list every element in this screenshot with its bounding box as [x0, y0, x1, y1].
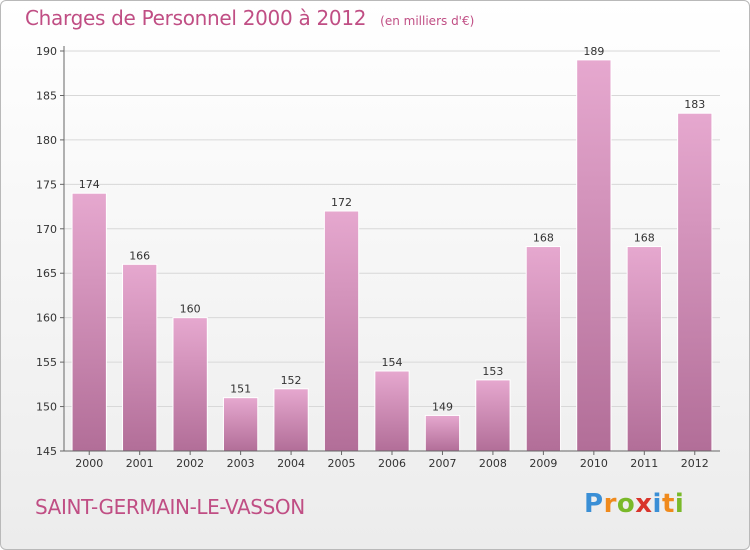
- value-label-2002: 160: [180, 303, 201, 316]
- logo-letter: x: [635, 489, 653, 519]
- value-label-2005: 172: [331, 196, 352, 209]
- value-label-2011: 168: [634, 232, 655, 245]
- title-row: Charges de Personnel 2000 à 2012 (en mill…: [25, 6, 474, 30]
- x-tick-label-2008: 2008: [479, 457, 507, 470]
- x-tick-label-2009: 2009: [529, 457, 557, 470]
- bar-2001: [122, 263, 158, 452]
- value-label-2006: 154: [382, 356, 403, 369]
- logo-letter: i: [652, 489, 662, 519]
- bar-2012: [677, 112, 713, 452]
- x-tick-label-2003: 2003: [227, 457, 255, 470]
- y-tick-label: 170: [36, 223, 57, 236]
- value-label-2003: 151: [230, 383, 251, 396]
- y-tick-label: 150: [36, 401, 57, 414]
- value-label-2007: 149: [432, 400, 453, 413]
- y-tick-label: 155: [36, 356, 57, 369]
- bar-2008: [475, 379, 511, 452]
- y-tick-label: 145: [36, 445, 57, 458]
- y-tick-label: 185: [36, 89, 57, 102]
- x-tick-label-2002: 2002: [176, 457, 204, 470]
- bar-2002: [172, 317, 208, 452]
- value-label-2008: 153: [482, 365, 503, 378]
- bar-2009: [525, 246, 562, 452]
- x-tick-label-2005: 2005: [328, 457, 356, 470]
- bar-2005: [323, 210, 360, 452]
- bars: [71, 59, 713, 452]
- bar-2006: [374, 370, 410, 452]
- logo-letter: i: [674, 489, 685, 519]
- x-tick-label-2000: 2000: [75, 457, 103, 470]
- x-tick-label-2007: 2007: [428, 457, 456, 470]
- chart-title: Charges de Personnel 2000 à 2012: [25, 6, 367, 30]
- bar-2011: [626, 246, 662, 452]
- value-label-2001: 166: [129, 249, 150, 262]
- town-name: SAINT-GERMAIN-LE-VASSON: [35, 495, 305, 519]
- value-label-2010: 189: [583, 45, 604, 58]
- chart-subtitle: (en milliers d'€): [380, 14, 475, 28]
- y-tick-label: 190: [36, 45, 57, 58]
- bar-2003: [222, 397, 259, 452]
- labels: 145 150 155 160 165 170 175 180 185 190 174 2000 166…: [36, 45, 709, 470]
- bar-2000: [71, 192, 107, 452]
- logo-letter: o: [616, 489, 636, 519]
- value-label-2000: 174: [79, 178, 100, 191]
- value-label-2009: 168: [533, 232, 554, 245]
- logo-letter: r: [603, 489, 617, 519]
- y-tick-label: 175: [36, 178, 57, 191]
- bar-2010: [576, 59, 612, 452]
- axes: [60, 46, 720, 455]
- value-label-2012: 183: [684, 98, 705, 111]
- value-label-2004: 152: [281, 374, 302, 387]
- bar-2007: [424, 414, 461, 452]
- proxiti-logo: Proxiti: [584, 489, 684, 519]
- x-tick-label-2001: 2001: [126, 457, 154, 470]
- x-tick-label-2006: 2006: [378, 457, 406, 470]
- x-tick-label-2010: 2010: [580, 457, 608, 470]
- logo-letter: t: [661, 489, 675, 519]
- bar-2004: [273, 388, 309, 452]
- y-tick-label: 180: [36, 134, 57, 147]
- x-tick-label-2011: 2011: [630, 457, 658, 470]
- x-tick-label-2012: 2012: [681, 457, 709, 470]
- x-tick-label-2004: 2004: [277, 457, 305, 470]
- y-tick-label: 160: [36, 312, 57, 325]
- logo-letter: P: [584, 489, 604, 519]
- y-tick-label: 165: [36, 267, 57, 280]
